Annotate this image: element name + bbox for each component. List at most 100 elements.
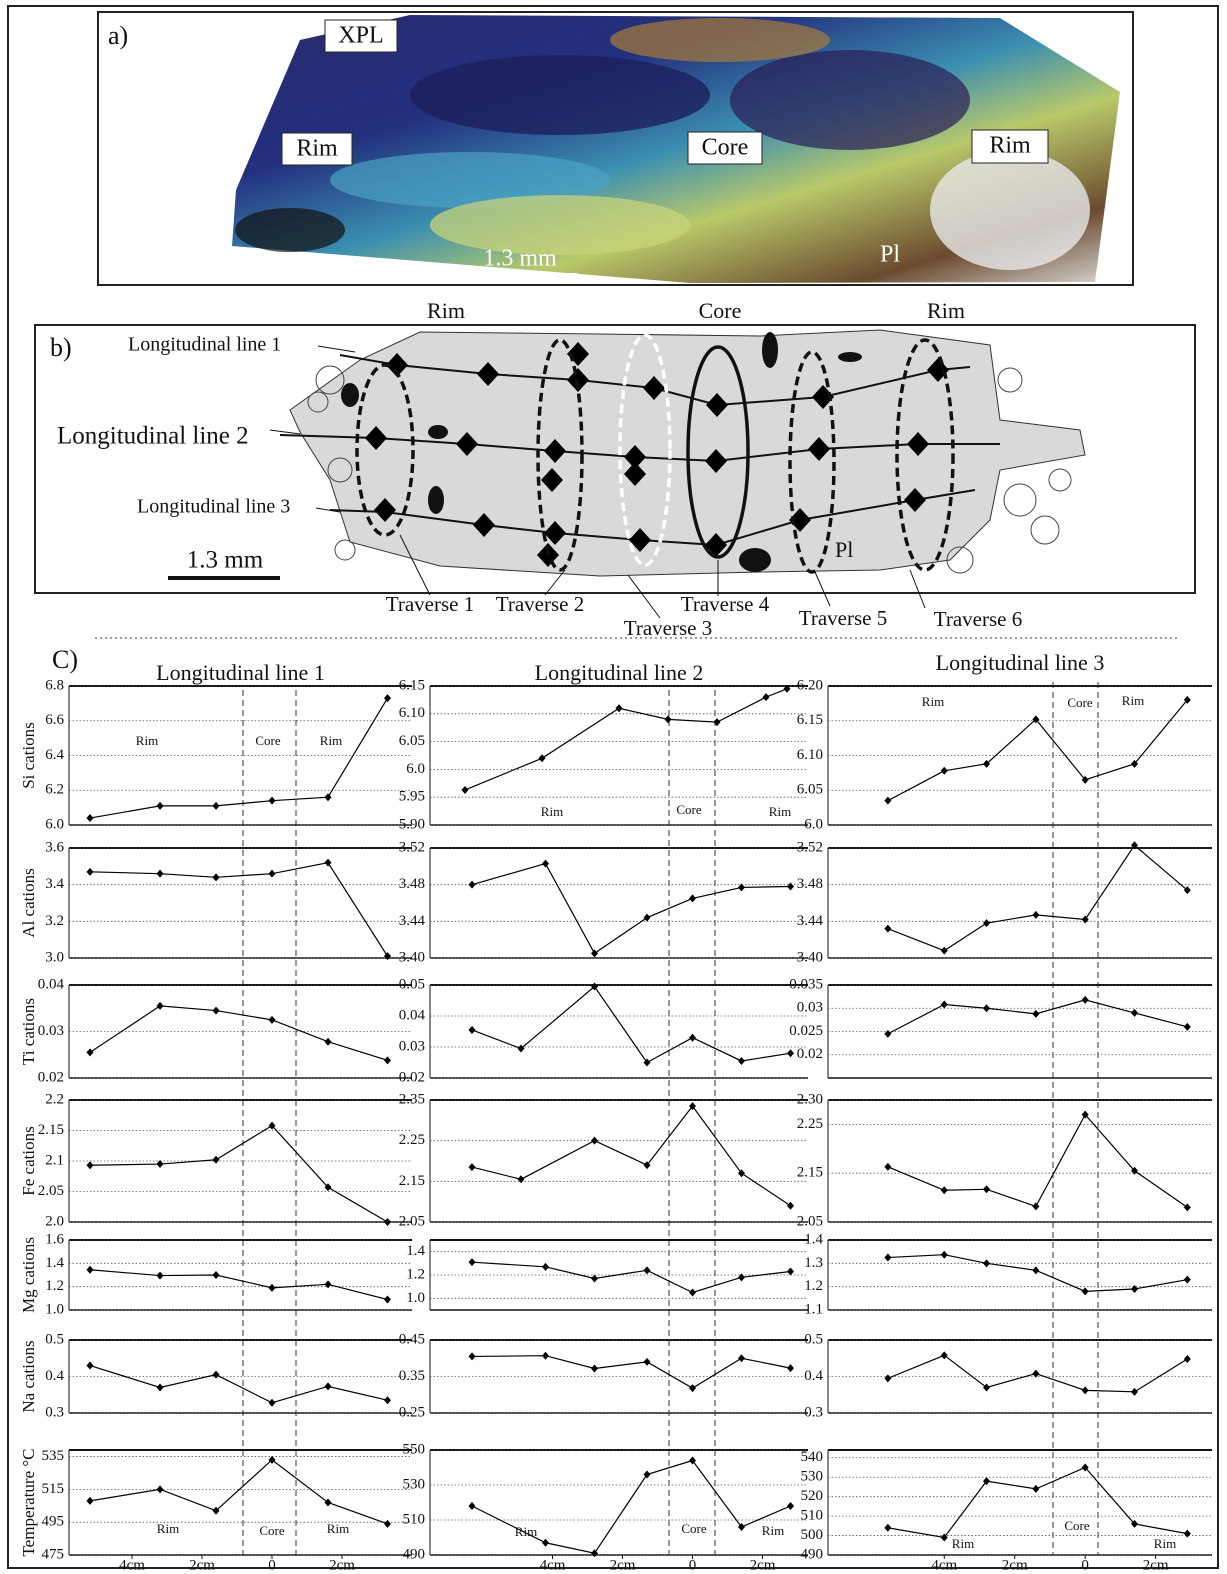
y-tick-label: 2.35 bbox=[399, 1091, 425, 1107]
y-tick-label: 0.04 bbox=[38, 976, 65, 992]
y-tick-label: 0.35 bbox=[399, 1368, 425, 1384]
y-tick-label: 510 bbox=[403, 1511, 426, 1527]
data-point bbox=[469, 1163, 476, 1171]
data-point bbox=[157, 1002, 164, 1010]
y-tick-label: 6.05 bbox=[797, 782, 823, 798]
x-tick-label: 2cm bbox=[610, 1557, 636, 1573]
grain bbox=[930, 150, 1090, 270]
x-tick-label: 4cm bbox=[540, 1557, 566, 1573]
y-tick-label: 0.3 bbox=[45, 1404, 64, 1420]
y-tick-label: 0.45 bbox=[399, 1331, 425, 1347]
data-point bbox=[763, 693, 770, 701]
y-tick-label: 2.25 bbox=[399, 1132, 425, 1148]
y-tick-label: 490 bbox=[801, 1546, 824, 1562]
data-point bbox=[941, 1251, 948, 1259]
y-tick-label: 0.5 bbox=[45, 1331, 64, 1347]
y-tick-label: 2.2 bbox=[45, 1091, 64, 1107]
region-label: Rim bbox=[769, 804, 791, 819]
y-tick-label: 3.44 bbox=[797, 913, 824, 929]
y-tick-label: 3.44 bbox=[399, 913, 426, 929]
data-point bbox=[384, 1056, 391, 1064]
data-point bbox=[469, 881, 476, 889]
region-label: Rim bbox=[136, 733, 158, 748]
data-point bbox=[884, 1163, 891, 1171]
data-point bbox=[787, 1268, 794, 1276]
data-point bbox=[983, 1383, 990, 1391]
data-point bbox=[689, 1384, 696, 1392]
data-point bbox=[269, 1284, 276, 1292]
data-point bbox=[469, 1502, 476, 1510]
data-point bbox=[325, 1038, 332, 1046]
data-point bbox=[983, 1185, 990, 1193]
y-tick-label: 1.3 bbox=[804, 1255, 823, 1271]
data-point bbox=[462, 786, 469, 794]
data-line bbox=[90, 1366, 388, 1403]
data-point bbox=[983, 1004, 990, 1012]
y-tick-label: 500 bbox=[801, 1527, 824, 1543]
data-point bbox=[884, 1254, 891, 1262]
data-point bbox=[591, 1364, 598, 1372]
panel-label: C) bbox=[52, 645, 78, 674]
y-tick-label: 6.10 bbox=[797, 747, 823, 763]
x-tick-label: 2cm bbox=[1143, 1557, 1169, 1573]
data-point bbox=[941, 1351, 948, 1359]
data-point bbox=[384, 694, 391, 702]
y-tick-label: 540 bbox=[801, 1449, 824, 1465]
region-label: Rim bbox=[320, 733, 342, 748]
data-point bbox=[213, 1156, 220, 1164]
x-tick-label: 2cm bbox=[750, 1557, 776, 1573]
data-point bbox=[1032, 1485, 1039, 1493]
y-tick-label: 0.025 bbox=[789, 1023, 823, 1039]
data-point bbox=[469, 1258, 476, 1266]
y-tick-label: 550 bbox=[403, 1441, 426, 1457]
data-point bbox=[87, 1266, 94, 1274]
data-point bbox=[738, 1273, 745, 1281]
y-tick-label: 1.1 bbox=[804, 1301, 823, 1317]
data-point bbox=[157, 1272, 164, 1280]
y-tick-label: 1.0 bbox=[45, 1301, 64, 1317]
data-point bbox=[1131, 1285, 1138, 1293]
data-point bbox=[325, 793, 332, 801]
region-label: Rim bbox=[327, 1521, 349, 1536]
data-line bbox=[90, 1006, 388, 1060]
data-point bbox=[941, 1186, 948, 1194]
y-tick-label: 6.0 bbox=[804, 816, 823, 832]
y-tick-label: 3.48 bbox=[399, 876, 425, 892]
data-point bbox=[384, 1218, 391, 1226]
region-label: Core bbox=[681, 1521, 707, 1536]
region-label: Core bbox=[259, 1523, 285, 1538]
label: XPL bbox=[338, 23, 383, 49]
scale-label: 1.3 mm bbox=[483, 246, 557, 272]
y-tick-label: 2.0 bbox=[45, 1213, 64, 1229]
data-point bbox=[469, 1026, 476, 1034]
y-tick-label: 6.2 bbox=[45, 782, 64, 798]
y-tick-label: 3.52 bbox=[399, 839, 425, 855]
y-tick-label: 495 bbox=[42, 1514, 65, 1530]
traverse-label: Traverse 3 bbox=[624, 616, 712, 640]
data-point bbox=[1032, 1010, 1039, 1018]
data-point bbox=[157, 870, 164, 878]
data-point bbox=[591, 949, 598, 957]
data-point bbox=[1131, 1388, 1138, 1396]
data-point bbox=[213, 802, 220, 810]
data-point bbox=[157, 1383, 164, 1391]
chart-title: Longitudinal line 1 bbox=[156, 660, 325, 685]
data-point bbox=[665, 715, 672, 723]
data-point bbox=[884, 925, 891, 933]
data-point bbox=[591, 1275, 598, 1283]
data-line bbox=[472, 1106, 791, 1206]
y-tick-label: 1.2 bbox=[45, 1278, 64, 1294]
y-tick-label: 475 bbox=[42, 1546, 65, 1562]
data-point bbox=[884, 1524, 891, 1532]
data-line bbox=[472, 864, 791, 954]
line-label: Longitudinal line 3 bbox=[137, 496, 290, 518]
data-point bbox=[87, 1161, 94, 1169]
grain bbox=[410, 55, 710, 135]
y-tick-label: 0.02 bbox=[38, 1069, 64, 1085]
y-tick-label: 530 bbox=[403, 1476, 426, 1492]
data-point bbox=[983, 1259, 990, 1267]
data-point bbox=[325, 1499, 332, 1507]
data-line bbox=[465, 689, 787, 790]
data-point bbox=[787, 1364, 794, 1372]
region-label: Core bbox=[676, 802, 702, 817]
